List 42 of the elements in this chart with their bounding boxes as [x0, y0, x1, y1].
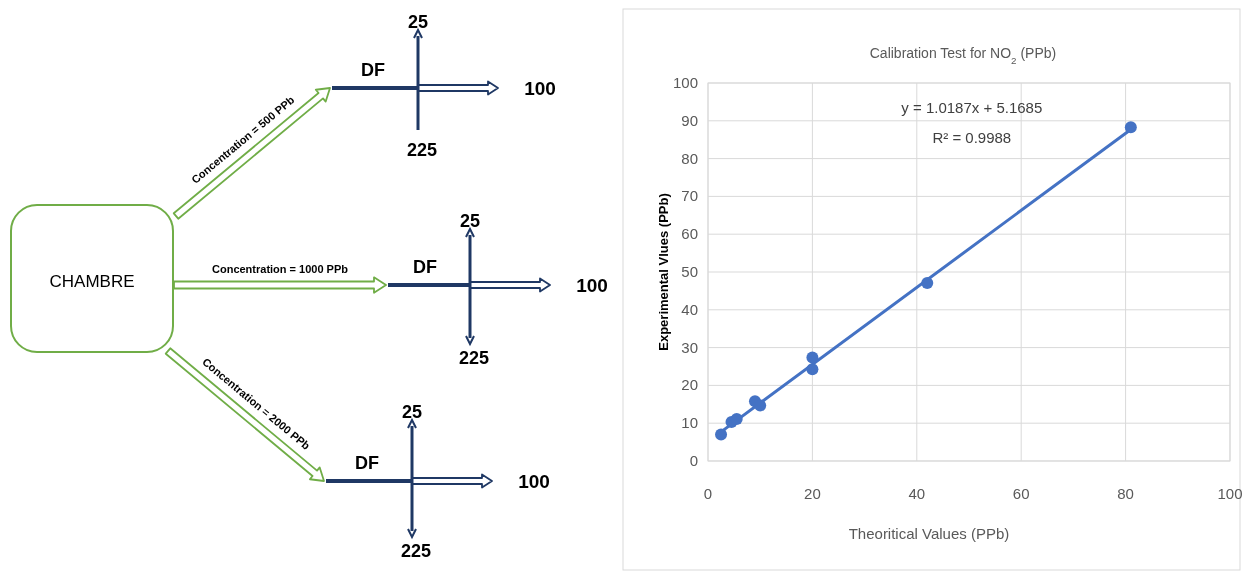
- text: CHAMBRE: [49, 272, 135, 291]
- x-tick-label: 0: [703, 485, 713, 502]
- y-tick-label: 30: [681, 338, 698, 356]
- y-tick-label: 60: [681, 225, 698, 243]
- y-tick-label: 40: [681, 300, 698, 318]
- point: [921, 276, 934, 289]
- text: Concentration = 1000 PPb: [211, 263, 349, 275]
- point: [754, 399, 767, 412]
- y-tick-label: 50: [681, 263, 698, 280]
- text: 225: [406, 140, 438, 160]
- point: [730, 413, 743, 426]
- annotation: y = 1.0187x + 5.1685: [901, 99, 1043, 116]
- text: DF: [413, 257, 437, 277]
- point: [715, 428, 728, 441]
- point: [1124, 121, 1137, 134]
- text: DF: [355, 453, 379, 473]
- text: 225: [400, 541, 432, 561]
- x-tick-label: 80: [1117, 485, 1134, 502]
- y-tick-label: 10: [681, 414, 698, 432]
- y-tick-label: 90: [681, 111, 698, 129]
- x-tick-label: 60: [1012, 485, 1030, 502]
- text: DF: [361, 60, 385, 80]
- x-tick-label: 20: [804, 485, 821, 502]
- y-tick-label: 0: [689, 452, 698, 469]
- text: 100: [576, 275, 608, 296]
- text: 25: [459, 211, 481, 231]
- x-axis-title: Theoritical Values (PPb): [848, 525, 1010, 542]
- chart-title: Calibration Test for NO$_{2}$ (PPb): [869, 45, 1057, 66]
- x-tick-label: 100: [1217, 485, 1243, 502]
- y-tick-label: 100: [672, 74, 698, 91]
- y-tick-label: 70: [681, 187, 698, 205]
- x-tick-label: 40: [908, 485, 926, 502]
- text: 25: [401, 402, 423, 422]
- text: 225: [458, 348, 490, 368]
- y-axis-title: Experimental Vlues (PPb): [656, 193, 671, 351]
- text: 100: [524, 78, 556, 99]
- y-tick-label: 80: [681, 149, 698, 167]
- y-tick-label: 20: [681, 376, 698, 394]
- point: [806, 363, 819, 376]
- text: 25: [407, 12, 429, 32]
- point: [806, 351, 819, 364]
- annotation: R² = 0.9988: [932, 129, 1012, 146]
